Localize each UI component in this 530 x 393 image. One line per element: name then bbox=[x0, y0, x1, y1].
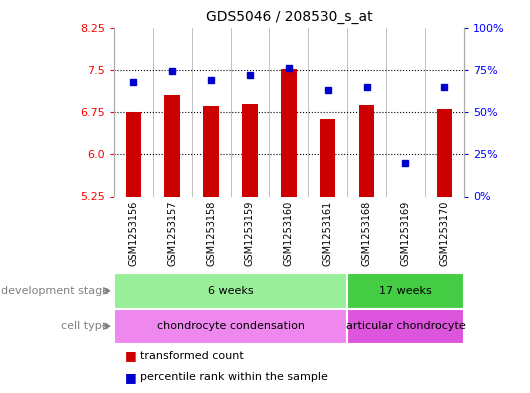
Bar bbox=[164, 95, 180, 196]
Text: 6 weeks: 6 weeks bbox=[208, 286, 253, 296]
Bar bbox=[347, 309, 464, 344]
Bar bbox=[126, 112, 141, 196]
Text: GSM1253161: GSM1253161 bbox=[323, 200, 333, 266]
Text: transformed count: transformed count bbox=[140, 351, 244, 361]
Bar bbox=[281, 69, 297, 196]
Text: development stage: development stage bbox=[1, 286, 109, 296]
Text: GSM1253170: GSM1253170 bbox=[439, 200, 449, 266]
Text: GSM1253169: GSM1253169 bbox=[401, 200, 410, 266]
Text: GSM1253160: GSM1253160 bbox=[284, 200, 294, 266]
Bar bbox=[114, 309, 347, 344]
Bar bbox=[359, 105, 374, 196]
Text: cell type: cell type bbox=[61, 321, 109, 331]
Bar bbox=[320, 119, 335, 196]
Text: articular chondrocyte: articular chondrocyte bbox=[346, 321, 465, 331]
Bar bbox=[437, 109, 452, 196]
Text: ■: ■ bbox=[125, 349, 136, 362]
Text: 17 weeks: 17 weeks bbox=[379, 286, 432, 296]
Text: GSM1253157: GSM1253157 bbox=[167, 200, 177, 266]
Bar bbox=[347, 273, 464, 309]
Bar bbox=[114, 273, 347, 309]
Text: percentile rank within the sample: percentile rank within the sample bbox=[140, 372, 328, 382]
Title: GDS5046 / 208530_s_at: GDS5046 / 208530_s_at bbox=[206, 10, 372, 24]
Text: GSM1253159: GSM1253159 bbox=[245, 200, 255, 266]
Bar bbox=[242, 103, 258, 196]
Text: ■: ■ bbox=[125, 371, 136, 384]
Text: chondrocyte condensation: chondrocyte condensation bbox=[156, 321, 305, 331]
Text: GSM1253158: GSM1253158 bbox=[206, 200, 216, 266]
Text: GSM1253168: GSM1253168 bbox=[361, 200, 372, 266]
Text: GSM1253156: GSM1253156 bbox=[128, 200, 138, 266]
Bar bbox=[204, 107, 219, 196]
